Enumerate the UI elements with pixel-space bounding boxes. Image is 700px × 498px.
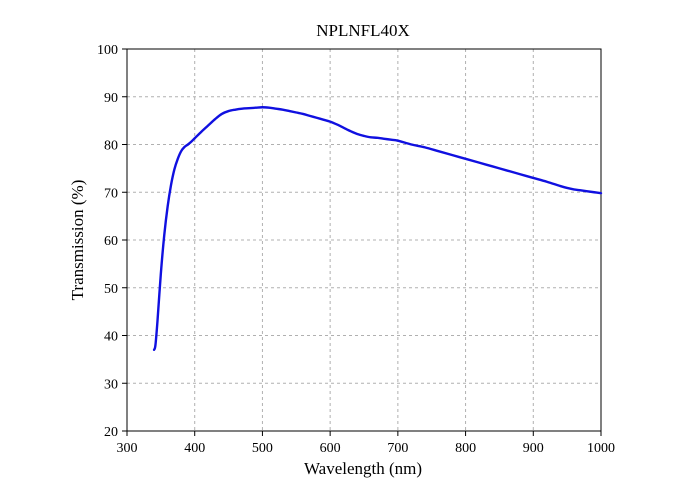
x-tick-label-900: 900 [523, 441, 544, 456]
y-tick-label-70: 70 [104, 186, 118, 201]
y-tick-label-20: 20 [104, 425, 118, 440]
x-tick-label-700: 700 [387, 441, 408, 456]
x-tick-label-300: 300 [117, 441, 138, 456]
x-tick-label-1000: 1000 [587, 441, 615, 456]
chart-title: NPLNFL40X [316, 21, 410, 40]
y-tick-label-40: 40 [104, 330, 118, 345]
y-tick-label-100: 100 [97, 43, 118, 58]
y-tick-label-60: 60 [104, 234, 118, 249]
grid [127, 49, 601, 431]
x-tick-label-800: 800 [455, 441, 476, 456]
y-tick-label-30: 30 [104, 377, 118, 392]
x-tick-label-600: 600 [320, 441, 341, 456]
tick-labels: 300 400 500 600 700 800 900 1000 20 30 40 50 60 70 80 9… [97, 43, 615, 456]
transmission-series-line [152, 106, 603, 352]
x-tick-label-500: 500 [252, 441, 273, 456]
x-axis-title: Wavelength (nm) [304, 459, 422, 478]
axis-ticks [122, 48, 602, 436]
y-tick-label-80: 80 [104, 139, 118, 154]
x-tick-label-400: 400 [184, 441, 205, 456]
y-axis-title: Transmission (%) [68, 180, 87, 301]
y-tick-label-90: 90 [104, 91, 118, 106]
y-tick-label-50: 50 [104, 282, 118, 297]
